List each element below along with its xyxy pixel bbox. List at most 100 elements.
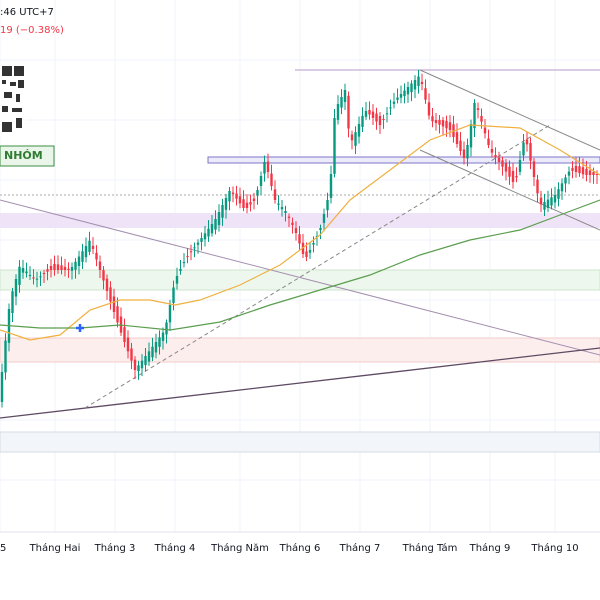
candle-body [266,161,270,172]
candle-body [263,162,266,174]
candle-body [319,228,322,231]
candle-body [567,171,571,176]
candle-body [469,124,473,148]
ma-line [0,124,600,341]
candle-body [228,191,231,202]
zone [0,431,600,453]
candle-body [483,127,487,134]
candle-body [294,228,298,233]
candle-body [291,222,294,225]
candle-body [560,183,564,192]
candle-body [4,340,7,373]
candle-body [557,189,560,199]
candle-body [588,170,592,175]
candle-body [91,245,95,249]
candle-body [238,196,242,204]
candle-body [424,88,427,100]
candle-body [322,214,326,223]
candle-body [375,113,378,122]
candle-body [67,268,70,270]
candle-body [501,160,504,167]
candle-body [256,190,259,196]
candle-body [329,174,333,198]
candle-body [357,124,361,137]
candle-body [56,264,60,270]
change-label: 19 (−0.38%) [0,25,64,36]
candle-body [270,173,273,186]
candle-body [70,267,74,271]
candle-body [144,356,147,366]
x-tick-label: Tháng 10 [530,542,578,554]
candle-body [441,120,445,127]
candle-body [88,240,91,252]
candle-body [95,252,98,260]
channel-line [419,149,600,231]
candle-body [35,278,39,280]
candle-body [18,266,21,285]
candle-body [46,269,49,272]
candle-body [308,250,312,253]
candle-body [480,115,483,122]
candle-body [497,157,501,162]
candle-body [417,76,420,86]
candle-body [476,108,480,110]
candle-body [32,277,35,279]
candle-body [522,142,525,156]
zone [0,213,600,228]
candle-body [515,176,518,178]
candle-body [21,268,25,273]
candle-body [466,145,469,159]
x-tick-label: Tháng 9 [469,542,511,554]
qr-code [0,64,26,136]
candle-body [53,264,56,270]
candle-body [221,205,224,218]
candle-body [420,81,424,84]
candle-body [273,189,277,200]
candle-body [427,102,431,116]
candle-body [63,266,67,270]
candle-body [312,243,315,245]
candle-body [196,242,200,245]
candle-body [182,262,186,264]
candle-body [445,120,448,129]
candle-body [592,172,595,175]
candle-body [581,167,585,175]
candle-body [235,193,238,199]
candle-body [277,203,280,205]
candle-body [529,143,532,161]
candle-body [259,176,263,186]
candle-body [518,160,522,172]
candle-body [245,202,249,208]
trend-line [0,199,600,356]
candle-body [546,199,550,208]
candle-body [158,337,161,347]
x-tick-label: Tháng 3 [94,542,136,554]
x-tick-label: 5 [0,543,6,554]
candle-body [217,212,221,225]
candle-body [49,265,53,270]
candle-body [0,372,4,402]
badge-box [0,145,55,167]
candle-body [242,199,245,208]
x-tick-label: Tháng Hai [29,542,81,554]
candle-body [284,211,287,213]
candle-body [490,149,494,153]
candle-body [60,265,63,270]
candle-body [508,166,511,177]
zone [0,337,600,363]
x-tick-label: Tháng Năm [210,542,269,554]
candle-body [448,122,452,130]
candle-body [585,168,588,175]
candle-body [116,306,119,323]
x-tick-label: Tháng 6 [279,542,321,554]
candle-body [298,234,301,244]
candle-body [231,192,235,194]
candle-body [154,342,158,353]
trend-line [84,124,551,409]
candle-body [84,246,88,258]
candle-body [98,261,102,270]
candle-body [25,271,28,274]
candle-body [74,261,77,270]
candle-body [11,291,14,314]
